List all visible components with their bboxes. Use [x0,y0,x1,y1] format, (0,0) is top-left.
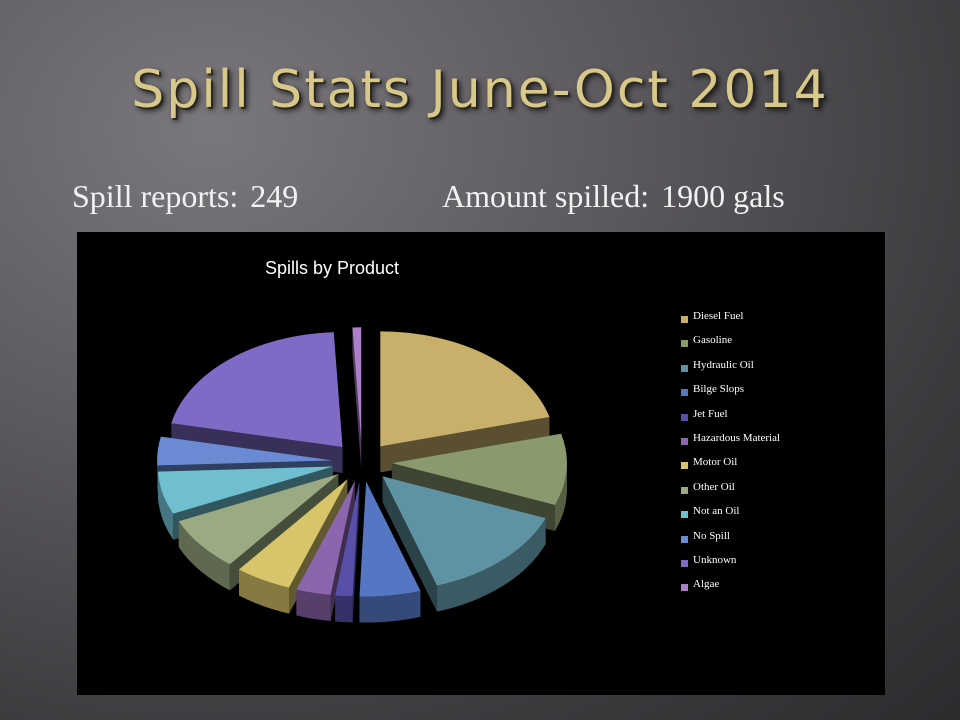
slide-title: Spill Stats June-Oct 2014 [131,60,829,120]
legend-swatch [681,316,688,323]
legend-label: Hazardous Material [693,431,781,444]
legend-label: Jet Fuel [693,407,728,420]
legend-label: Diesel Fuel [693,310,744,322]
legend-swatch [681,389,688,397]
chart-title: Spills by Product [265,258,400,278]
legend-label: Hydraulic Oil [693,358,754,371]
spill-reports-value: 249 [250,178,299,214]
legend-label: Unknown [693,553,737,566]
amount-spilled-value: 1900 gals [661,178,785,214]
stats-line: Spill reports: 249 Amount spilled: 1900 ga… [72,178,912,222]
legend-label: Bilge Slops [693,383,745,396]
spill-reports-label: Spill reports: [72,178,239,214]
legend-swatch [681,584,688,592]
pie-slice-bilge-slops [359,481,421,623]
pie-plot [157,327,567,623]
amount-spilled-label: Amount spilled: [442,178,650,214]
pie-slice-hydraulic-oil [382,476,546,612]
pie-slice-algae [352,327,362,469]
legend-label: Motor Oil [693,456,738,469]
spill-reports-stat: Spill reports: 249 [72,178,298,215]
legend-label: Gasoline [693,334,733,347]
pie-chart: Spills by Product Diesel Fuel Gasoline Hyd… [77,232,885,695]
legend-label: Other Oil [693,480,735,493]
pie-slice-jet-fuel [335,481,360,623]
amount-spilled-stat: Amount spilled: 1900 gals [442,178,785,215]
legend-swatch [681,511,688,519]
legend-swatch [681,535,688,543]
legend-label: Not an Oil [693,505,740,518]
pie-slice-hazardous-material [296,481,355,622]
legend-swatch [681,462,688,470]
legend-swatch [681,340,688,348]
legend-swatch [681,364,688,372]
legend-swatch [681,486,688,494]
legend-swatch [681,413,688,421]
legend-swatch [681,559,688,567]
legend-label: Algae [693,578,720,591]
legend-swatch [681,437,688,445]
legend-label: No Spill [693,529,730,542]
